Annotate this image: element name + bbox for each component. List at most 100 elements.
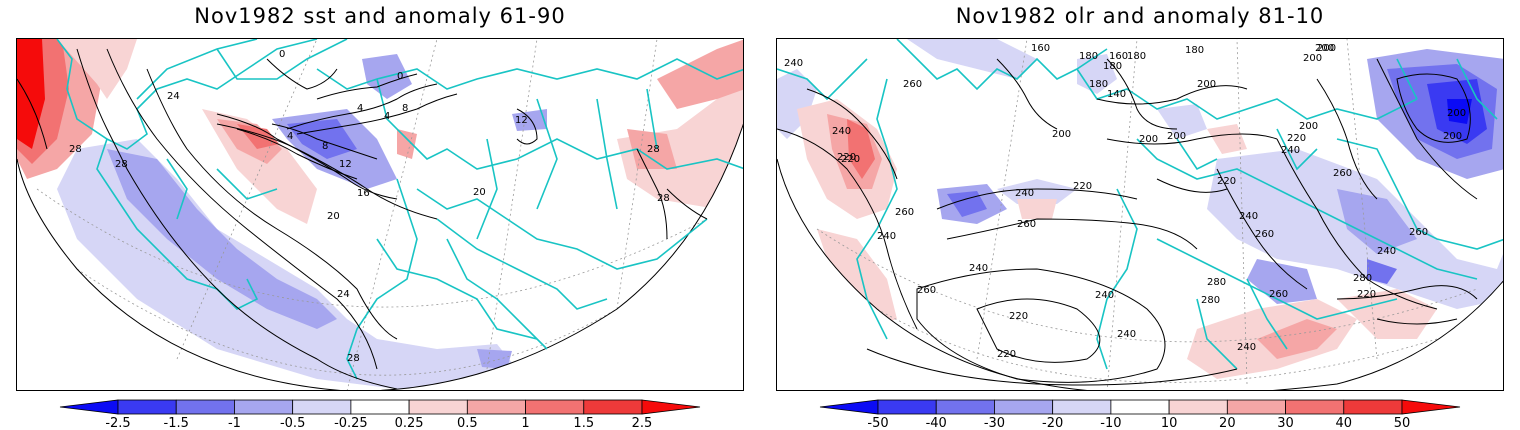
sst-colorbar-bin — [350, 399, 410, 415]
olr-colorbar-max-arrow — [1401, 399, 1461, 415]
sst-colorbar-bin — [234, 399, 294, 415]
sst-colorbar-bin — [583, 399, 643, 415]
svg-text:28: 28 — [657, 193, 670, 204]
sst-colorbar-tick-label: -0.25 — [334, 416, 368, 430]
sst-colorbar-tick-label: -0.5 — [280, 416, 305, 430]
svg-text:220: 220 — [841, 154, 860, 165]
svg-text:260: 260 — [1255, 229, 1274, 240]
sst-contour-labels: 0 4 8 4 0 4 8 12 16 20 20 24 24 28 28 28… — [69, 49, 670, 364]
svg-text:240: 240 — [784, 58, 803, 69]
svg-text:180: 180 — [1089, 79, 1108, 90]
olr-coastlines — [777, 39, 1503, 370]
svg-text:160: 160 — [1031, 43, 1050, 54]
sst-colorbar-bin — [525, 399, 585, 415]
svg-text:240: 240 — [832, 126, 851, 137]
svg-text:240: 240 — [1377, 246, 1396, 257]
svg-text:280: 280 — [1201, 295, 1220, 306]
olr-colorbar-bin — [1052, 399, 1112, 415]
svg-text:0: 0 — [397, 71, 403, 82]
sst-colorbar: -2.5 -1.5 -1 -0.5 -0.25 0.25 0.5 1 1.5 2.5 — [59, 396, 701, 430]
svg-text:8: 8 — [402, 103, 408, 114]
olr-anomaly-shading — [777, 39, 1503, 379]
sst-colorbar-tick-label: 1 — [521, 416, 529, 430]
svg-text:180: 180 — [1185, 45, 1204, 56]
svg-text:200: 200 — [1317, 43, 1336, 54]
sst-colorbar-tick-label: 2.5 — [632, 416, 653, 430]
svg-text:240: 240 — [1015, 188, 1034, 199]
sst-colorbar-bin — [175, 399, 235, 415]
svg-text:4: 4 — [287, 131, 293, 142]
sst-colorbar-bin — [408, 399, 468, 415]
sst-panel-title: Nov1982 sst and anomaly 61-90 — [194, 4, 566, 28]
svg-text:180: 180 — [1079, 51, 1098, 62]
svg-text:200: 200 — [1315, 43, 1334, 54]
olr-panel-title: Nov1982 olr and anomaly 81-10 — [955, 4, 1325, 28]
svg-text:200: 200 — [1299, 121, 1318, 132]
sst-colorbar-bin — [466, 399, 526, 415]
svg-text:180: 180 — [1127, 51, 1146, 62]
svg-text:240: 240 — [1117, 329, 1136, 340]
svg-text:240: 240 — [1281, 145, 1300, 156]
svg-text:240: 240 — [1239, 211, 1258, 222]
svg-text:240: 240 — [1095, 290, 1114, 301]
svg-text:140: 140 — [1107, 89, 1126, 100]
svg-text:200: 200 — [1447, 108, 1466, 119]
svg-text:200: 200 — [1303, 53, 1322, 64]
olr-colorbar-bin — [1343, 399, 1403, 415]
olr-colorbar-tick-label: 30 — [1277, 416, 1294, 430]
sst-map: 0 4 8 4 0 4 8 12 16 20 20 24 24 28 28 28… — [16, 38, 744, 391]
svg-text:28: 28 — [69, 144, 82, 155]
svg-text:260: 260 — [1017, 219, 1036, 230]
olr-colorbar-bin — [994, 399, 1054, 415]
svg-text:20: 20 — [473, 187, 486, 198]
svg-text:28: 28 — [115, 159, 128, 170]
svg-text:220: 220 — [997, 349, 1016, 360]
olr-colorbar-min-arrow — [819, 399, 879, 415]
svg-text:0: 0 — [279, 49, 285, 60]
olr-colorbar-bin — [877, 399, 937, 415]
svg-text:260: 260 — [917, 285, 936, 296]
svg-text:20: 20 — [327, 211, 340, 222]
svg-text:260: 260 — [1269, 289, 1288, 300]
svg-text:8: 8 — [322, 141, 328, 152]
svg-text:260: 260 — [895, 207, 914, 218]
olr-colorbar-bin — [1168, 399, 1228, 415]
olr-colorbar: -50 -40 -30 -20 -10 10 20 30 40 50 — [819, 396, 1461, 430]
svg-text:220: 220 — [1217, 176, 1236, 187]
svg-text:260: 260 — [903, 79, 922, 90]
svg-text:260: 260 — [1333, 168, 1352, 179]
svg-text:220: 220 — [1009, 311, 1028, 322]
olr-contour-labels: 160 180 180 160 180 180 200 200 180 140 … — [784, 43, 1466, 360]
sst-colorbar-tick-label: 1.5 — [573, 416, 594, 430]
olr-colorbar-tick-label: -10 — [1100, 416, 1121, 430]
olr-map: 160 180 180 160 180 180 200 200 180 140 … — [776, 38, 1504, 391]
svg-text:180: 180 — [1103, 61, 1122, 72]
olr-colorbar-tick-label: 20 — [1219, 416, 1236, 430]
sst-contours — [17, 48, 708, 390]
sst-colorbar-tick-label: -1 — [228, 416, 241, 430]
olr-colorbar-tick-label: -20 — [1042, 416, 1063, 430]
olr-colorbar-bin — [1226, 399, 1286, 415]
sst-colorbar-bin — [117, 399, 177, 415]
olr-colorbar-tick-label: 40 — [1336, 416, 1353, 430]
olr-contours — [777, 58, 1478, 386]
svg-text:260: 260 — [1409, 227, 1428, 238]
sst-colorbar-tick-label: 0.25 — [395, 416, 424, 430]
sst-domain-edge — [17, 123, 743, 390]
svg-text:240: 240 — [877, 231, 896, 242]
svg-text:200: 200 — [1052, 129, 1071, 140]
olr-colorbar-tick-label: 50 — [1394, 416, 1411, 430]
svg-text:220: 220 — [837, 152, 856, 163]
sst-colorbar-tick-label: -1.5 — [164, 416, 189, 430]
svg-text:4: 4 — [357, 103, 363, 114]
svg-text:220: 220 — [1357, 289, 1376, 300]
svg-text:4: 4 — [384, 111, 390, 122]
svg-text:200: 200 — [1139, 134, 1158, 145]
olr-colorbar-tick-label: -30 — [984, 416, 1005, 430]
sst-colorbar-bin — [292, 399, 352, 415]
svg-text:280: 280 — [1353, 273, 1372, 284]
svg-text:28: 28 — [347, 353, 360, 364]
svg-text:200: 200 — [1443, 131, 1462, 142]
sst-coastlines — [56, 39, 743, 380]
svg-text:16: 16 — [357, 188, 370, 199]
